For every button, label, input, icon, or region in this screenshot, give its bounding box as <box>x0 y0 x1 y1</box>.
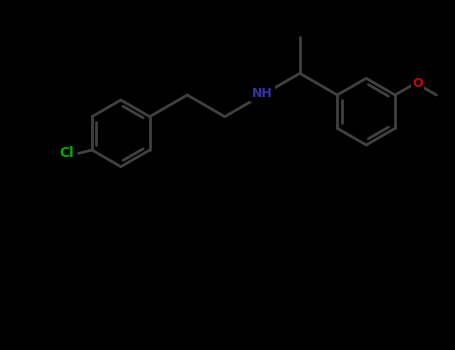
Text: Cl: Cl <box>59 146 74 160</box>
Text: NH: NH <box>252 87 273 100</box>
Text: O: O <box>412 77 423 90</box>
